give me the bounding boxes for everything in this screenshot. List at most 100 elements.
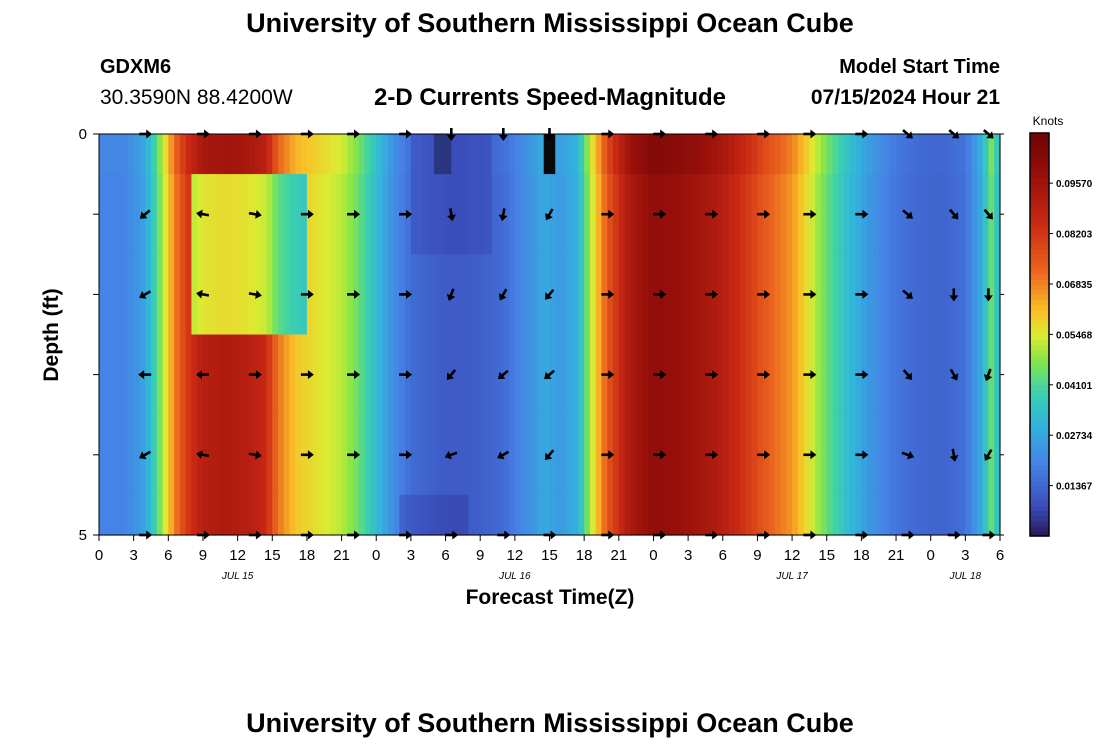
heatmap-cell	[693, 134, 701, 175]
x-tick-label: 3	[407, 547, 415, 564]
heatmap-cell	[503, 134, 510, 175]
heatmap-cell	[237, 174, 244, 255]
heatmap-cell	[127, 334, 135, 416]
heatmap-cell	[728, 494, 735, 536]
current-vector	[948, 208, 959, 220]
heatmap-cell	[665, 254, 672, 336]
current-vector	[347, 450, 361, 460]
heatmap-cell	[537, 134, 545, 175]
vector-head	[498, 214, 508, 222]
colorbar-segment	[1030, 218, 1049, 225]
heatmap-cell	[480, 494, 487, 536]
colorbar-segment	[1030, 284, 1049, 290]
colorbar-segment	[1030, 450, 1049, 456]
heatmap-cell	[768, 174, 776, 255]
vector-head	[354, 370, 361, 380]
colorbar-tick-label: 0.04101	[1056, 381, 1093, 392]
heatmap-cell	[324, 134, 331, 175]
heatmap-cell	[578, 134, 585, 175]
heatmap-cell	[468, 494, 476, 536]
heatmap-cell	[555, 494, 562, 536]
heatmap-cell	[728, 414, 735, 496]
heatmap-cell	[595, 174, 603, 255]
heatmap-cell	[341, 494, 348, 536]
heatmap-cell	[150, 494, 158, 536]
colorbar-segment	[1030, 143, 1049, 149]
vector-head	[810, 370, 817, 380]
heatmap-cell	[376, 334, 383, 416]
heatmap-cell	[335, 134, 343, 175]
heatmap-cell	[647, 174, 655, 255]
heatmap-cell	[774, 134, 782, 175]
heatmap-cell	[670, 174, 678, 255]
colorbar-segment	[1030, 243, 1049, 250]
heatmap-cell	[330, 254, 337, 336]
date-label: JUL 16	[498, 571, 531, 582]
heatmap-cell	[433, 134, 441, 175]
heatmap-cell	[537, 254, 545, 336]
colorbar-segment	[1030, 178, 1049, 184]
heatmap-cell	[445, 494, 452, 536]
heatmap-cell	[745, 254, 753, 336]
heatmap-cell	[826, 334, 834, 416]
vector-head	[307, 370, 314, 380]
heatmap-cell	[226, 494, 233, 536]
colorbar-segment	[1030, 153, 1049, 159]
heatmap-cell	[179, 414, 187, 496]
heatmap-cell	[208, 414, 216, 496]
heatmap-cell	[104, 414, 112, 496]
heatmap-cell	[428, 494, 435, 536]
heatmap-cell	[780, 414, 787, 496]
x-tick-label: 21	[888, 547, 905, 564]
colorbar-segment	[1030, 253, 1049, 260]
heatmap-cell	[474, 494, 481, 536]
heatmap-cell	[341, 414, 348, 496]
heatmap-cell	[566, 414, 574, 496]
heatmap-cell	[480, 414, 487, 496]
current-vector	[803, 289, 817, 299]
colorbar-segment	[1030, 525, 1049, 532]
vector-head	[984, 453, 992, 461]
heatmap-cell	[976, 254, 984, 336]
heatmap-cell	[572, 134, 579, 175]
heatmap-cell	[901, 134, 909, 175]
heatmap-cell	[226, 254, 233, 336]
heatmap-cell	[174, 334, 181, 416]
heatmap-cell	[919, 334, 926, 416]
heatmap-cell	[549, 174, 556, 255]
heatmap-cell	[168, 134, 175, 175]
heatmap-cell	[561, 254, 568, 336]
heatmap-cell	[768, 334, 776, 416]
heatmap-cell	[722, 494, 730, 536]
heatmap-cell	[792, 134, 799, 175]
heatmap-cell	[503, 494, 510, 536]
heatmap-cell	[312, 134, 320, 175]
heatmap-cell	[948, 334, 955, 416]
heatmap-cell	[549, 334, 556, 416]
colorbar-segment	[1030, 148, 1049, 154]
heatmap-cell	[145, 414, 152, 496]
heatmap-cell	[959, 334, 966, 416]
heatmap-cell	[318, 134, 325, 175]
heatmap-cell	[422, 134, 429, 175]
heatmap-cell	[734, 254, 741, 336]
heatmap-cell	[208, 494, 216, 536]
heatmap-cell	[584, 254, 591, 336]
heatmap-cell	[716, 334, 724, 416]
heatmap-cell	[312, 494, 320, 536]
heatmap-cell	[728, 134, 735, 175]
heatmap-cell	[197, 134, 204, 175]
heatmap-cell	[797, 334, 805, 416]
current-vector	[901, 450, 915, 460]
heatmap-cell	[884, 134, 891, 175]
vector-head	[498, 135, 508, 141]
heatmap-cell	[387, 414, 395, 496]
heatmap-cell	[428, 134, 435, 175]
x-tick-label: 3	[129, 547, 137, 564]
heatmap-cell	[509, 254, 516, 336]
vector-head	[660, 289, 667, 299]
colorbar-segment	[1030, 379, 1049, 386]
current-vector	[498, 128, 508, 141]
heatmap-cell	[179, 254, 187, 336]
heatmap-cell	[745, 494, 753, 536]
